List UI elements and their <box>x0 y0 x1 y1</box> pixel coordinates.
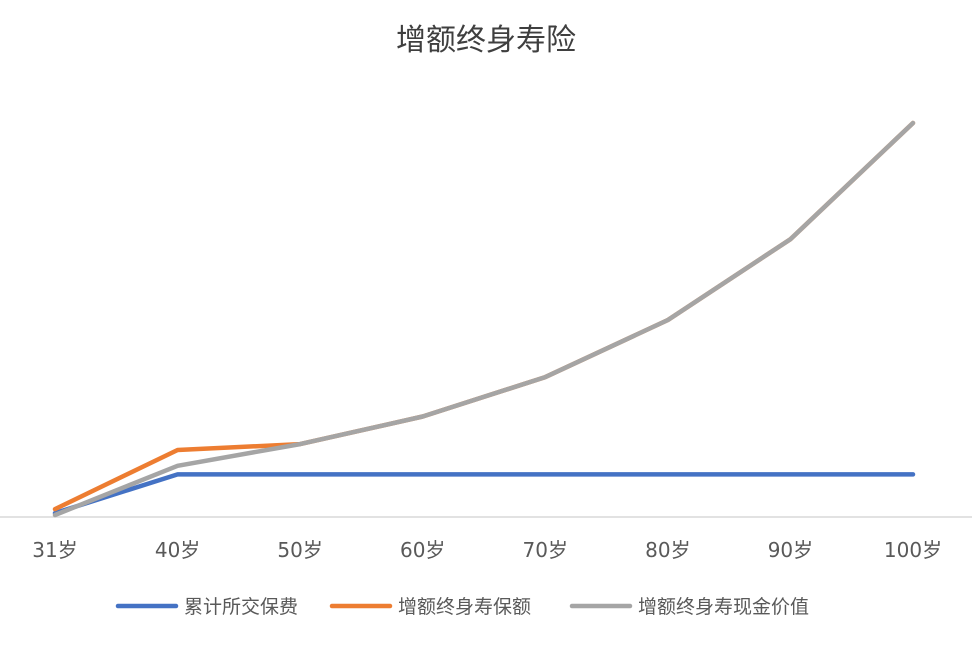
legend-label-0: 累计所交保费 <box>184 596 298 618</box>
x-tick-label: 40岁 <box>155 538 200 562</box>
chart-title: 增额终身寿险 <box>396 23 576 58</box>
series-line-0 <box>52 472 916 516</box>
x-tick-label: 90岁 <box>768 538 813 562</box>
x-tick-label: 70岁 <box>523 538 568 562</box>
x-tick-label: 80岁 <box>645 538 690 562</box>
series-line-2 <box>52 120 916 518</box>
x-tick-label: 100岁 <box>884 538 942 562</box>
x-tick-label: 31岁 <box>32 538 77 562</box>
series-line-1 <box>52 120 916 512</box>
x-axis-ticks: 31岁 40岁 50岁 60岁 70岁 80岁 90岁 100岁 <box>32 538 942 562</box>
x-tick-label: 60岁 <box>400 538 445 562</box>
legend: 累计所交保费 增额终身寿保额 增额终身寿现金价值 <box>115 596 809 618</box>
series-layer <box>52 120 916 518</box>
x-tick-label: 50岁 <box>277 538 322 562</box>
legend-label-1: 增额终身寿保额 <box>398 596 531 618</box>
legend-label-2: 增额终身寿现金价值 <box>638 596 809 618</box>
